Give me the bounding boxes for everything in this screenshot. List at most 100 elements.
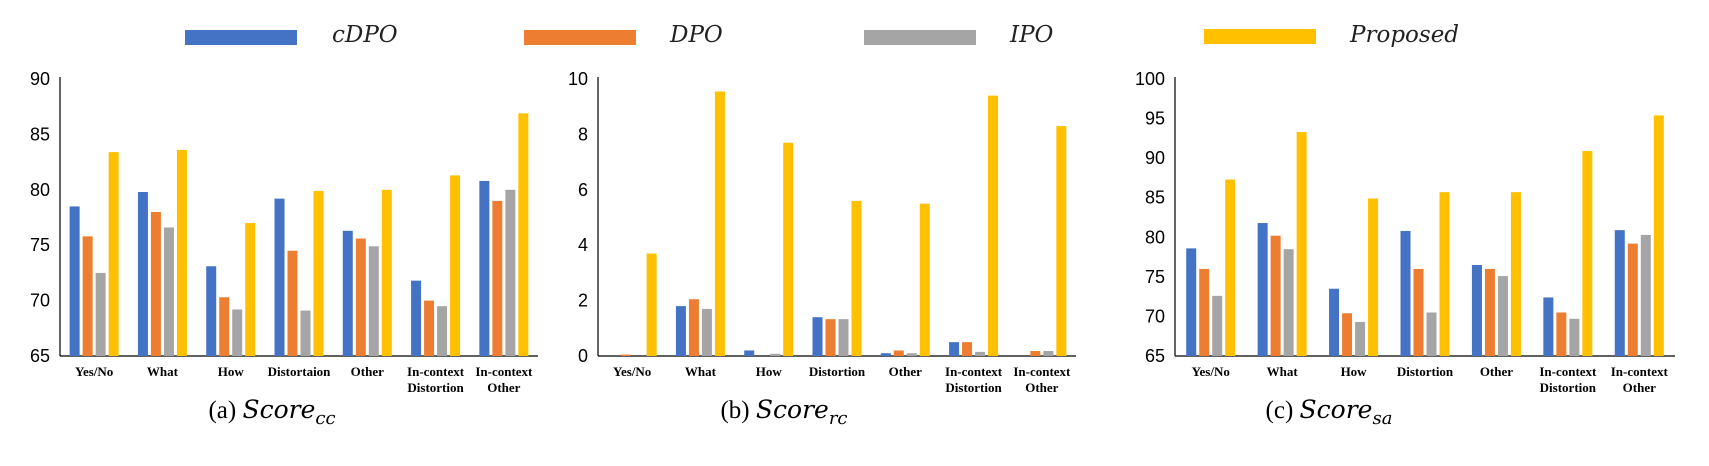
- bar-cdpo-how: [1329, 288, 1340, 356]
- bar-cdpo-in-context-other: [479, 180, 490, 356]
- x-tick-label: In-context: [945, 364, 1003, 379]
- bar-cdpo-what: [675, 306, 686, 356]
- bar-dpo-in-context-distortion: [1556, 312, 1567, 356]
- y-tick-label: 90: [1145, 148, 1165, 168]
- bar-dpo-in-context-distortion: [424, 300, 435, 356]
- y-tick-label: 75: [30, 235, 50, 255]
- y-tick-label: 8: [578, 124, 588, 144]
- bar-ipo-how: [232, 309, 243, 356]
- bar-cdpo-distortion: [812, 317, 823, 356]
- bar-ipo-what: [1283, 249, 1294, 356]
- bar-cdpo-yes-no: [1186, 248, 1197, 356]
- chart-caption: (a) Scorecc: [208, 395, 335, 429]
- x-tick-label: In-context: [1013, 364, 1071, 379]
- bar-cdpo-other: [342, 230, 353, 356]
- bar-proposed-distortion: [1439, 192, 1450, 356]
- x-tick-label: Other: [1025, 380, 1058, 395]
- x-tick-label: What: [147, 364, 179, 379]
- bar-dpo-how: [219, 297, 230, 356]
- legend-swatch-proposed: [1204, 29, 1316, 44]
- bar-ipo-yes-no: [95, 272, 106, 356]
- x-tick-label: Other: [1480, 364, 1513, 379]
- y-tick-label: 10: [568, 69, 588, 89]
- legend-swatch-ipo: [864, 30, 976, 45]
- legend-label-dpo: DPO: [670, 22, 723, 48]
- x-tick-label: Distortaion: [268, 364, 332, 379]
- bar-cdpo-other: [1471, 264, 1482, 356]
- y-tick-label: 95: [1145, 109, 1165, 129]
- bar-proposed-other: [1510, 192, 1521, 356]
- bar-ipo-what: [701, 308, 712, 356]
- chart-caption: (b) Scorerc: [720, 395, 847, 429]
- bar-dpo-in-context-other: [1627, 243, 1638, 356]
- bar-dpo-in-context-other: [492, 200, 503, 356]
- bar-cdpo-in-context-distortion: [411, 280, 422, 356]
- bar-proposed-how: [783, 142, 794, 356]
- bar-dpo-distortion: [1413, 268, 1424, 356]
- y-tick-label: 80: [30, 180, 50, 200]
- bar-dpo-distortion: [825, 319, 836, 356]
- bar-proposed-distortion: [851, 200, 862, 356]
- bar-ipo-in-context-distortion: [1569, 318, 1580, 356]
- y-tick-label: 85: [30, 124, 50, 144]
- bar-dpo-in-context-distortion: [962, 342, 973, 356]
- bar-cdpo-in-context-distortion: [1543, 297, 1554, 356]
- bar-ipo-how: [1355, 321, 1366, 356]
- bar-dpo-how: [1342, 313, 1353, 356]
- x-tick-label: Other: [351, 364, 384, 379]
- x-tick-label: Distortion: [407, 380, 464, 395]
- y-tick-label: 0: [578, 346, 588, 366]
- legend-label-proposed: Proposed: [1350, 22, 1460, 48]
- x-tick-label: Other: [889, 364, 922, 379]
- x-tick-label: Distortion: [945, 380, 1002, 395]
- legend-label-ipo: IPO: [1010, 22, 1054, 48]
- bar-cdpo-other: [880, 353, 891, 356]
- x-tick-label: In-context: [475, 364, 533, 379]
- bar-ipo-distortaion: [300, 310, 311, 356]
- bar-ipo-in-context-other: [1640, 234, 1651, 356]
- bar-proposed-what: [714, 91, 725, 356]
- bar-proposed-yes-no: [646, 253, 657, 356]
- bar-cdpo-in-context-distortion: [949, 342, 960, 356]
- bar-ipo-how: [770, 353, 781, 356]
- bar-ipo-other: [368, 246, 379, 356]
- chart-score-sa: 65 70 75 80 85 90 95 100 Yes/No What How Distortion…: [1135, 69, 1675, 429]
- y-tick-label: 4: [578, 235, 588, 255]
- x-tick-label: Distortion: [1540, 380, 1597, 395]
- y-tick-label: 65: [1145, 346, 1165, 366]
- y-tick-label: 70: [1145, 306, 1165, 326]
- bar-proposed-other: [381, 189, 392, 356]
- bar-proposed-in-context-other: [1653, 115, 1664, 356]
- x-tick-label: What: [685, 364, 717, 379]
- x-tick-label: Distortion: [1397, 364, 1454, 379]
- bar-ipo-in-context-other: [505, 189, 516, 356]
- chart-score-cc: 65 70 75 80 85 90 Yes/No What How Distortaion Othe…: [30, 69, 538, 429]
- bar-proposed-how: [245, 223, 256, 356]
- x-tick-label: How: [756, 364, 783, 379]
- bar-cdpo-what: [1257, 223, 1268, 356]
- bar-ipo-in-context-other: [1043, 351, 1054, 356]
- bar-proposed-in-context-distortion: [988, 95, 999, 356]
- bar-proposed-in-context-other: [518, 113, 529, 357]
- x-tick-label: How: [218, 364, 245, 379]
- bar-cdpo-how: [206, 266, 217, 356]
- bar-dpo-what: [688, 299, 699, 356]
- x-tick-label: In-context: [1539, 364, 1597, 379]
- x-tick-label: In-context: [1611, 364, 1669, 379]
- bar-dpo-what: [1270, 235, 1281, 356]
- bar-proposed-how: [1368, 198, 1379, 356]
- bar-dpo-other: [355, 238, 366, 356]
- bar-dpo-what: [150, 211, 161, 356]
- x-tick-label: In-context: [407, 364, 465, 379]
- y-tick-label: 2: [578, 291, 588, 311]
- bar-ipo-distortion: [1426, 312, 1437, 356]
- bar-proposed-yes-no: [1225, 179, 1236, 356]
- bar-proposed-in-context-other: [1056, 126, 1067, 356]
- bar-proposed-what: [1296, 132, 1307, 356]
- x-tick-label: Yes/No: [1192, 364, 1230, 379]
- bar-cdpo-in-context-other: [1614, 230, 1625, 356]
- bar-ipo-what: [163, 227, 174, 356]
- bar-proposed-distortaion: [313, 190, 324, 356]
- y-tick-label: 80: [1145, 227, 1165, 247]
- bar-dpo-in-context-other: [1030, 351, 1041, 356]
